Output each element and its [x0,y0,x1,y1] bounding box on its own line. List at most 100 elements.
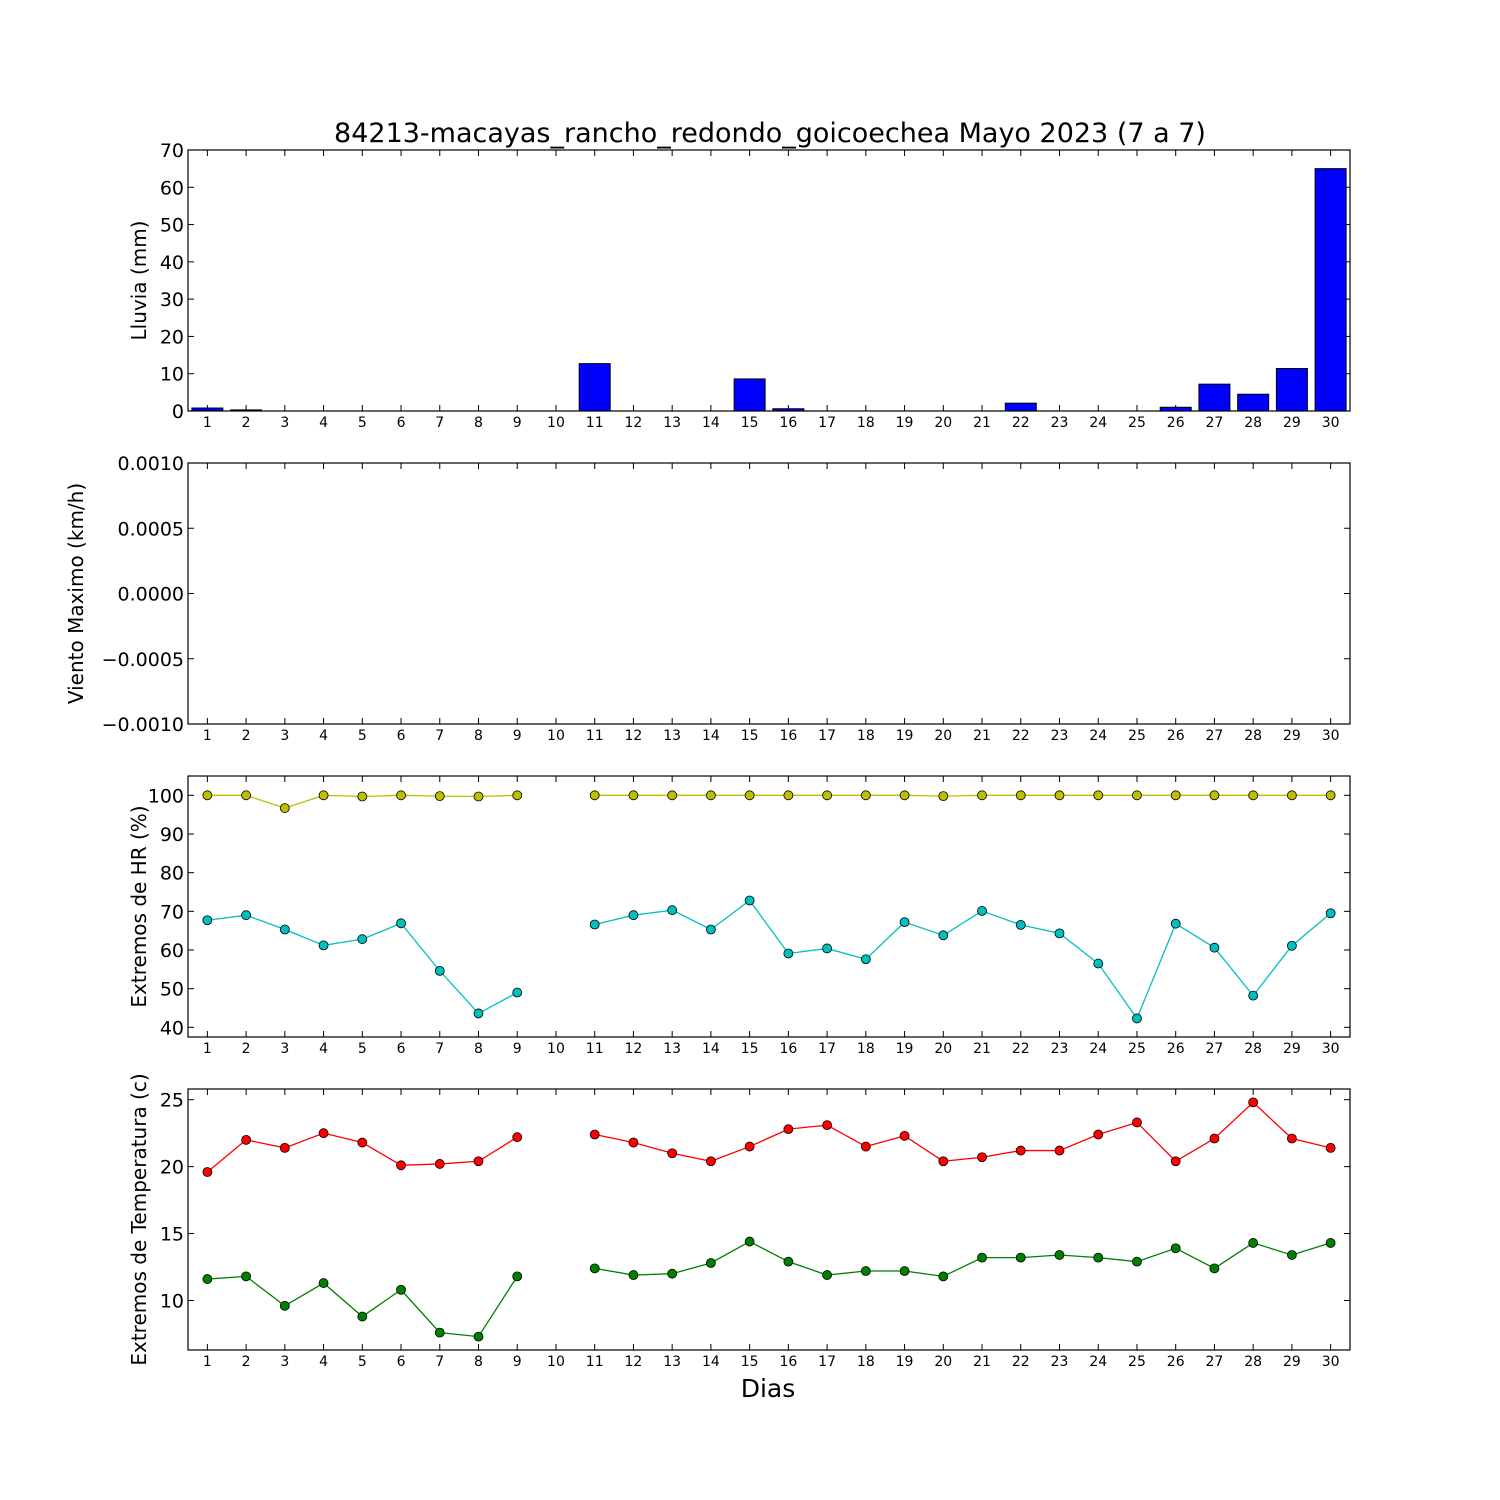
data-point [744,1236,755,1247]
data-point [822,790,832,801]
y-tick-label: −0.0005 [102,649,184,671]
data-point [1325,790,1336,801]
data-point [667,790,678,801]
x-tick-label: 17 [818,728,836,744]
x-tick-label: 8 [474,1041,483,1057]
x-tick-label: 16 [779,728,797,744]
data-point [434,965,445,976]
x-tick-label: 19 [896,1041,914,1057]
x-tick-label: 3 [280,415,289,431]
data-point [783,1256,794,1267]
series-line [207,914,518,1015]
x-tick-label: 9 [513,415,522,431]
x-tick-label: 4 [319,1041,328,1057]
data-point [241,910,252,921]
data-point [512,1271,523,1282]
x-tick-label: 22 [1012,415,1030,431]
y-tick-label: 0 [172,401,184,423]
data-point [783,1124,794,1135]
x-tick-label: 18 [857,415,875,431]
data-point [899,917,910,928]
x-tick-label: 24 [1089,728,1107,744]
x-tick-label: 19 [896,728,914,744]
x-tick-label: 19 [896,415,914,431]
data-point [241,790,252,801]
data-point [744,895,755,906]
x-tick-label: 14 [702,1041,720,1057]
data-point [1248,1097,1259,1108]
data-point [628,790,639,801]
x-tick-label: 17 [818,1354,836,1370]
x-tick-label: 26 [1167,1041,1185,1057]
y-tick-label: 0.0005 [118,518,184,540]
data-point [1054,1250,1065,1260]
data-point [279,1142,290,1153]
x-tick-label: 10 [547,728,565,744]
data-point [1287,1133,1297,1144]
x-tick-label: 5 [358,728,367,744]
data-point [202,1167,213,1177]
x-tick-label: 20 [934,728,952,744]
data-point [977,1252,987,1263]
series-line [594,1101,1331,1163]
y-axis-label: Extremos de HR (%) [127,805,151,1007]
data-point [1287,1250,1297,1260]
data-point [1132,1117,1142,1128]
x-tick-label: 2 [242,728,251,744]
data-point [473,791,484,802]
data-point [938,791,949,802]
x-tick-label: 21 [973,1041,991,1057]
x-tick-label: 5 [358,1354,367,1370]
x-tick-label: 18 [857,728,875,744]
y-tick-label: 10 [160,1290,184,1312]
x-tick-label: 29 [1283,1354,1301,1370]
data-point [396,1284,406,1295]
x-tick-label: 30 [1322,1041,1340,1057]
x-tick-label: 21 [973,728,991,744]
data-point [822,943,832,954]
x-tick-label: 4 [319,728,328,744]
data-point [318,1128,329,1139]
data-point [938,1156,949,1167]
x-tick-label: 11 [586,1041,604,1057]
x-tick-label: 12 [625,1354,643,1370]
x-tick-label: 21 [973,1354,991,1370]
data-point [628,910,639,921]
data-point [202,790,213,801]
x-tick-label: 7 [435,1354,444,1370]
y-axis-label: Extremos de Temperatura (c) [127,1073,151,1365]
x-tick-label: 25 [1128,415,1146,431]
x-tick-label: 15 [741,1354,759,1370]
x-tick-label: 17 [818,1041,836,1057]
x-tick-label: 11 [586,415,604,431]
data-point [628,1137,639,1148]
x-tick-label: 15 [741,728,759,744]
x-tick-label: 20 [934,415,952,431]
x-tick-label: 7 [435,1041,444,1057]
x-tick-label: 7 [435,415,444,431]
data-point [667,1148,678,1159]
data-point [589,790,600,801]
data-point [512,987,523,998]
data-point [860,954,871,965]
rain-bar [1198,383,1231,412]
x-tick-label: 14 [702,728,720,744]
data-point [318,1278,329,1288]
x-tick-label: 2 [242,1041,251,1057]
data-point [279,1300,290,1311]
rain-bar [1004,402,1037,412]
x-tick-label: 14 [702,415,720,431]
y-tick-label: 80 [160,863,184,885]
y-tick-label: 20 [160,1157,184,1179]
data-point [1170,790,1181,801]
x-tick-label: 15 [741,1041,759,1057]
data-point [1015,1252,1026,1263]
data-point [938,930,949,941]
rain-bar [733,378,766,412]
data-point [1093,1129,1104,1140]
data-point [589,1263,600,1274]
data-point [1093,1252,1104,1263]
